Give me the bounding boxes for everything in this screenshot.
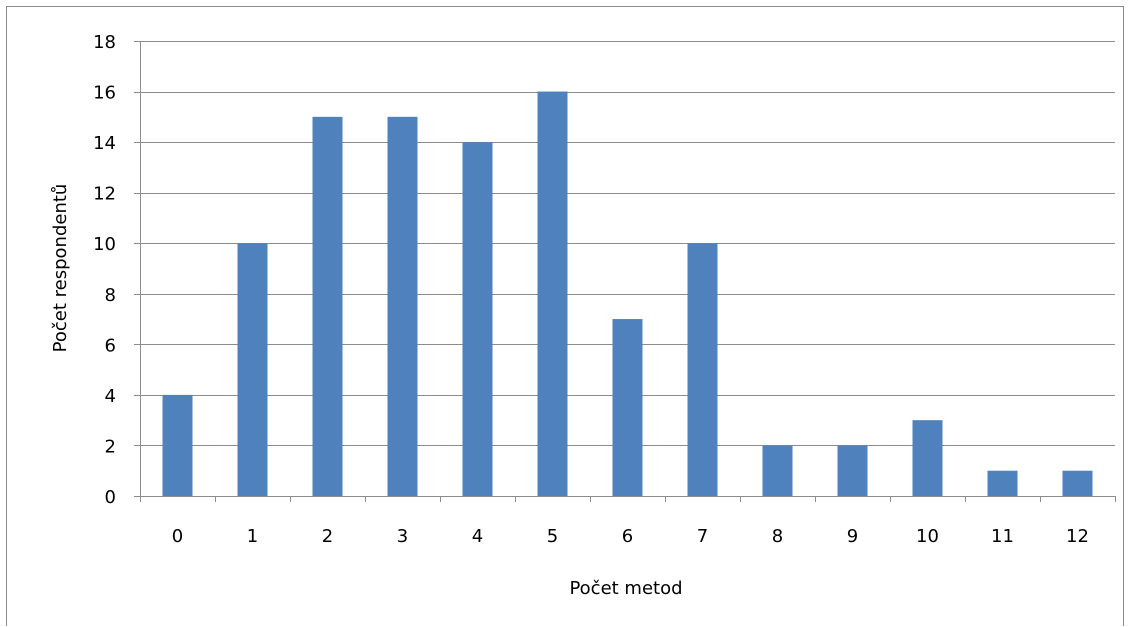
bar-12 <box>1062 470 1093 496</box>
x-tick-label: 6 <box>622 526 633 547</box>
x-tick-label: 12 <box>1066 526 1089 547</box>
gridlines <box>140 41 1115 446</box>
chart-frame <box>6 6 1124 626</box>
y-tick-labels: 0 2 4 6 8 10 12 14 16 18 <box>93 32 116 508</box>
bar-9 <box>837 445 868 496</box>
x-tick-label: 2 <box>322 526 333 547</box>
x-tick-label: 8 <box>772 526 783 547</box>
y-tick-label: 12 <box>93 184 116 205</box>
bar-11 <box>987 470 1018 496</box>
bars <box>162 91 1093 497</box>
bar-2 <box>312 116 343 496</box>
x-tick-label: 1 <box>247 526 258 547</box>
axes <box>134 41 1116 502</box>
x-tick-label: 4 <box>472 526 483 547</box>
y-tick-label: 10 <box>93 234 116 255</box>
bar-5 <box>537 91 568 497</box>
x-tick-label: 5 <box>547 526 558 547</box>
y-axis-label: Počet respondentů <box>50 184 71 353</box>
y-tick-label: 6 <box>105 335 116 356</box>
y-tick-label: 14 <box>93 133 116 154</box>
x-axis-label: Počet metod <box>569 578 682 599</box>
bar-10 <box>912 420 943 496</box>
y-tick-label: 0 <box>105 487 116 508</box>
y-tick-label: 8 <box>105 285 116 306</box>
y-tick-label: 18 <box>93 32 116 53</box>
y-tick-label: 4 <box>105 386 116 407</box>
x-tick-label: 11 <box>991 526 1014 547</box>
x-tick-label: 10 <box>916 526 939 547</box>
x-tick-labels: 0 1 2 3 4 5 6 7 8 9 10 11 12 <box>172 526 1089 547</box>
y-tick-label: 2 <box>105 436 116 457</box>
bar-3 <box>387 116 418 496</box>
x-tick-label: 7 <box>697 526 708 547</box>
bar-6 <box>612 319 643 496</box>
bar-4 <box>462 142 493 496</box>
bar-7 <box>687 243 718 496</box>
bar-0 <box>162 394 193 496</box>
x-tick-label: 9 <box>847 526 858 547</box>
x-tick-label: 0 <box>172 526 183 547</box>
x-tick-label: 3 <box>397 526 408 547</box>
bar-8 <box>762 445 793 496</box>
y-tick-label: 16 <box>93 83 116 104</box>
bar-1 <box>237 243 268 496</box>
